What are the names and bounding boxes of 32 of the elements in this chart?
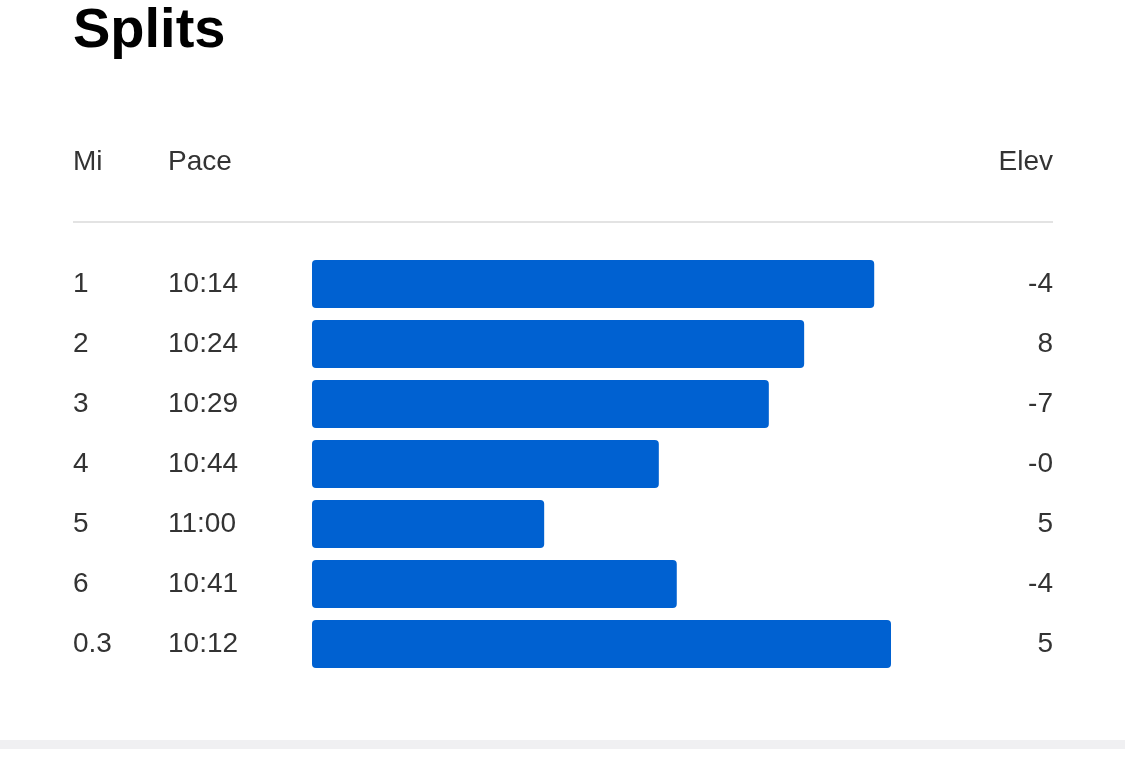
bar bbox=[312, 620, 891, 668]
y-tick-label: 3 bbox=[73, 386, 89, 418]
text: 10:12 bbox=[168, 626, 239, 658]
y-tick-label: 2 bbox=[73, 326, 89, 358]
y-tick-label: 4 bbox=[73, 446, 89, 478]
bar bbox=[312, 380, 769, 428]
text: 5 bbox=[1037, 506, 1053, 538]
text: -4 bbox=[1028, 266, 1053, 298]
text: 10:24 bbox=[168, 326, 239, 358]
x-axis-title: Pace bbox=[168, 144, 232, 176]
bar bbox=[312, 440, 659, 488]
text: 10:44 bbox=[168, 446, 239, 478]
y-tick-label: 0.3 bbox=[73, 626, 112, 658]
text: -4 bbox=[1028, 566, 1053, 598]
y2-axis-title: Elev bbox=[998, 144, 1053, 176]
text: 8 bbox=[1037, 326, 1053, 358]
y-tick-label: 6 bbox=[73, 566, 89, 598]
text: 10:14 bbox=[168, 266, 239, 298]
bar bbox=[312, 320, 805, 368]
bar bbox=[312, 260, 875, 308]
text: 10:41 bbox=[168, 566, 239, 598]
text: 10:29 bbox=[168, 386, 239, 418]
text: -7 bbox=[1028, 386, 1053, 418]
chart-title: Splits bbox=[73, 0, 226, 60]
bar bbox=[312, 500, 545, 548]
y-tick-label: 5 bbox=[73, 506, 89, 538]
bar bbox=[312, 560, 677, 608]
y-tick-label: 1 bbox=[73, 266, 89, 298]
y-axis-title: Mi bbox=[73, 144, 103, 176]
text: 5 bbox=[1037, 626, 1053, 658]
text: -0 bbox=[1028, 446, 1053, 478]
text: 11:00 bbox=[168, 506, 236, 538]
